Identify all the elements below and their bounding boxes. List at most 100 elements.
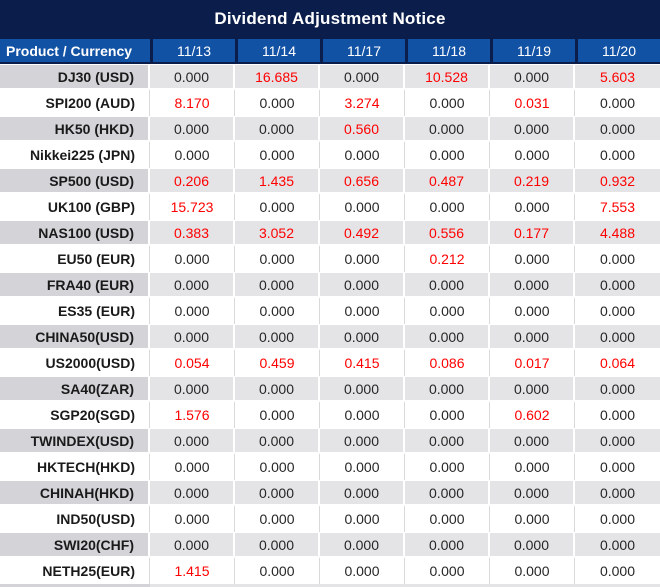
value-cell: 0.000 [405, 376, 490, 402]
value-cell: 0.064 [575, 350, 660, 376]
value-cell: 0.000 [320, 272, 405, 298]
header-row: Product / Currency 11/13 11/14 11/17 11/18 1… [0, 37, 660, 64]
value-cell: 0.000 [235, 402, 320, 428]
value-cell: 0.000 [575, 246, 660, 272]
value-cell: 0.000 [320, 64, 405, 90]
table-row: SP500 (USD) 0.206 1.435 0.656 0.487 0.219 0.93… [0, 168, 660, 194]
value-cell: 0.212 [405, 246, 490, 272]
value-cell: 0.000 [405, 532, 490, 558]
bottom-sliver-left [0, 584, 150, 587]
value-cell: 0.000 [490, 532, 575, 558]
value-cell: 0.000 [320, 532, 405, 558]
column-header-date: 11/14 [235, 37, 320, 64]
value-cell: 0.000 [405, 90, 490, 116]
value-cell: 0.000 [320, 428, 405, 454]
value-cell: 0.000 [575, 142, 660, 168]
value-cell: 0.000 [235, 376, 320, 402]
value-cell: 0.000 [405, 142, 490, 168]
product-cell: IND50(USD) [0, 506, 150, 532]
value-cell: 0.031 [490, 90, 575, 116]
value-cell: 0.000 [490, 454, 575, 480]
product-cell: DJ30 (USD) [0, 64, 150, 90]
table-row: HK50 (HKD) 0.000 0.000 0.560 0.000 0.000 0.000 [0, 116, 660, 142]
value-cell: 0.000 [490, 506, 575, 532]
value-cell: 0.000 [235, 506, 320, 532]
product-cell: Nikkei225 (JPN) [0, 142, 150, 168]
value-cell: 0.000 [150, 376, 235, 402]
value-cell: 0.000 [150, 142, 235, 168]
value-cell: 0.000 [235, 246, 320, 272]
value-cell: 0.017 [490, 350, 575, 376]
table-row: SGP20(SGD) 1.576 0.000 0.000 0.000 0.602 0.000 [0, 402, 660, 428]
value-cell: 0.000 [490, 298, 575, 324]
value-cell: 0.000 [235, 480, 320, 506]
page-title: Dividend Adjustment Notice [214, 8, 446, 28]
value-cell: 0.000 [490, 324, 575, 350]
value-cell: 0.000 [235, 454, 320, 480]
value-cell: 0.000 [575, 324, 660, 350]
value-cell: 0.000 [150, 428, 235, 454]
column-header-date: 11/17 [320, 37, 405, 64]
value-cell: 0.459 [235, 350, 320, 376]
table-row: TWINDEX(USD) 0.000 0.000 0.000 0.000 0.000 0.0… [0, 428, 660, 454]
value-cell: 0.000 [405, 558, 490, 584]
value-cell: 0.383 [150, 220, 235, 246]
value-cell: 0.556 [405, 220, 490, 246]
column-header-date: 11/13 [150, 37, 235, 64]
table-row: SWI20(CHF) 0.000 0.000 0.000 0.000 0.000 0.000 [0, 532, 660, 558]
value-cell: 0.000 [235, 428, 320, 454]
value-cell: 0.000 [575, 376, 660, 402]
value-cell: 0.000 [405, 402, 490, 428]
value-cell: 0.000 [575, 506, 660, 532]
table-row: NAS100 (USD) 0.383 3.052 0.492 0.556 0.177 4.4… [0, 220, 660, 246]
value-cell: 0.000 [490, 246, 575, 272]
product-cell: NETH25(EUR) [0, 558, 150, 584]
value-cell: 0.000 [150, 480, 235, 506]
value-cell: 0.000 [490, 480, 575, 506]
product-cell: TWINDEX(USD) [0, 428, 150, 454]
column-header-product: Product / Currency [0, 37, 150, 64]
product-cell: SP500 (USD) [0, 168, 150, 194]
value-cell: 0.000 [405, 506, 490, 532]
value-cell: 0.206 [150, 168, 235, 194]
value-cell: 0.000 [575, 428, 660, 454]
value-cell: 0.000 [235, 142, 320, 168]
table-row: DJ30 (USD) 0.000 16.685 0.000 10.528 0.000 5.6… [0, 64, 660, 90]
value-cell: 0.000 [490, 272, 575, 298]
product-cell: HK50 (HKD) [0, 116, 150, 142]
value-cell: 0.000 [320, 558, 405, 584]
value-cell: 0.000 [575, 272, 660, 298]
value-cell: 0.492 [320, 220, 405, 246]
value-cell: 0.000 [150, 506, 235, 532]
value-cell: 0.000 [320, 376, 405, 402]
product-cell: SPI200 (AUD) [0, 90, 150, 116]
value-cell: 0.000 [575, 532, 660, 558]
value-cell: 0.000 [235, 532, 320, 558]
value-cell: 0.000 [235, 558, 320, 584]
value-cell: 0.000 [150, 272, 235, 298]
table-row: NETH25(EUR) 1.415 0.000 0.000 0.000 0.000 0.00… [0, 558, 660, 584]
product-cell: SWI20(CHF) [0, 532, 150, 558]
value-cell: 0.000 [405, 298, 490, 324]
table-row: IND50(USD) 0.000 0.000 0.000 0.000 0.000 0.000 [0, 506, 660, 532]
value-cell: 0.054 [150, 350, 235, 376]
value-cell: 0.000 [150, 532, 235, 558]
value-cell: 0.000 [235, 272, 320, 298]
value-cell: 0.000 [235, 90, 320, 116]
value-cell: 0.560 [320, 116, 405, 142]
value-cell: 0.000 [490, 376, 575, 402]
table-row: CHINA50(USD) 0.000 0.000 0.000 0.000 0.000 0.0… [0, 324, 660, 350]
bottom-sliver-right [150, 584, 660, 587]
value-cell: 0.000 [490, 428, 575, 454]
value-cell: 4.488 [575, 220, 660, 246]
value-cell: 0.000 [320, 506, 405, 532]
table-row: SPI200 (AUD) 8.170 0.000 3.274 0.000 0.031 0.0… [0, 90, 660, 116]
product-cell: SA40(ZAR) [0, 376, 150, 402]
value-cell: 16.685 [235, 64, 320, 90]
table-row: CHINAH(HKD) 0.000 0.000 0.000 0.000 0.000 0.00… [0, 480, 660, 506]
value-cell: 0.000 [150, 116, 235, 142]
value-cell: 0.000 [320, 454, 405, 480]
value-cell: 5.603 [575, 64, 660, 90]
value-cell: 1.415 [150, 558, 235, 584]
